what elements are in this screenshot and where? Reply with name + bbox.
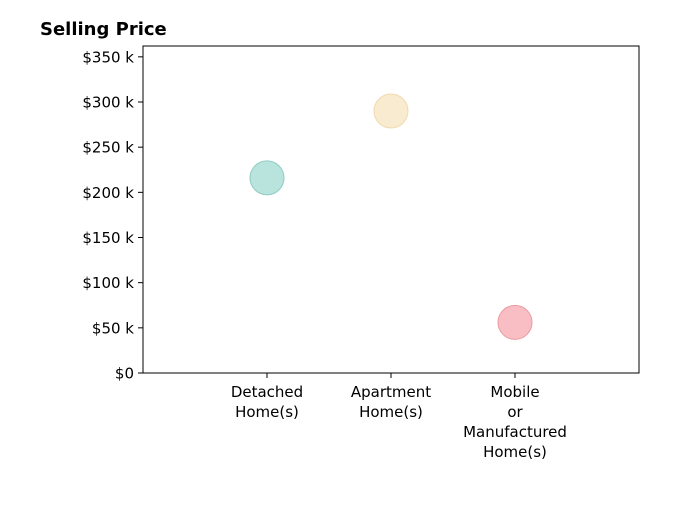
y-tick-label: $150 k: [82, 229, 134, 247]
x-tick-label-line: or: [507, 403, 523, 421]
data-point: [373, 93, 409, 129]
y-axis: $0 $50 k $100 k $150 k $200 k $250 k $300 k $35…: [82, 48, 143, 383]
x-tick-label-line: Detached: [231, 383, 303, 401]
y-tick-label: $300 k: [82, 94, 134, 112]
y-tick-label: $350 k: [82, 48, 134, 66]
x-tick-label-line: Manufactured: [463, 423, 567, 441]
x-tick-label-line: Home(s): [235, 403, 299, 421]
data-points: [249, 93, 533, 340]
y-tick-label: $0: [115, 365, 134, 383]
x-tick-label: Detached Home(s): [231, 383, 303, 421]
y-tick-label: $50 k: [92, 319, 134, 337]
y-tick-label: $250 k: [82, 139, 134, 157]
chart-title: Selling Price: [40, 19, 167, 40]
data-point: [249, 160, 285, 196]
x-tick-label-line: Mobile: [490, 383, 539, 401]
x-tick-label-line: Apartment: [351, 383, 431, 401]
x-tick-label: Mobile or Manufactured Home(s): [463, 383, 567, 461]
y-tick-label: $200 k: [82, 184, 134, 202]
x-tick-label-line: Home(s): [359, 403, 423, 421]
x-tick-label-line: Home(s): [483, 443, 547, 461]
y-tick-label: $100 k: [82, 274, 134, 292]
data-point: [497, 304, 533, 340]
x-axis: Detached Home(s)Apartment Home(s)Mobile or M…: [231, 373, 567, 461]
x-tick-label: Apartment Home(s): [351, 383, 431, 421]
